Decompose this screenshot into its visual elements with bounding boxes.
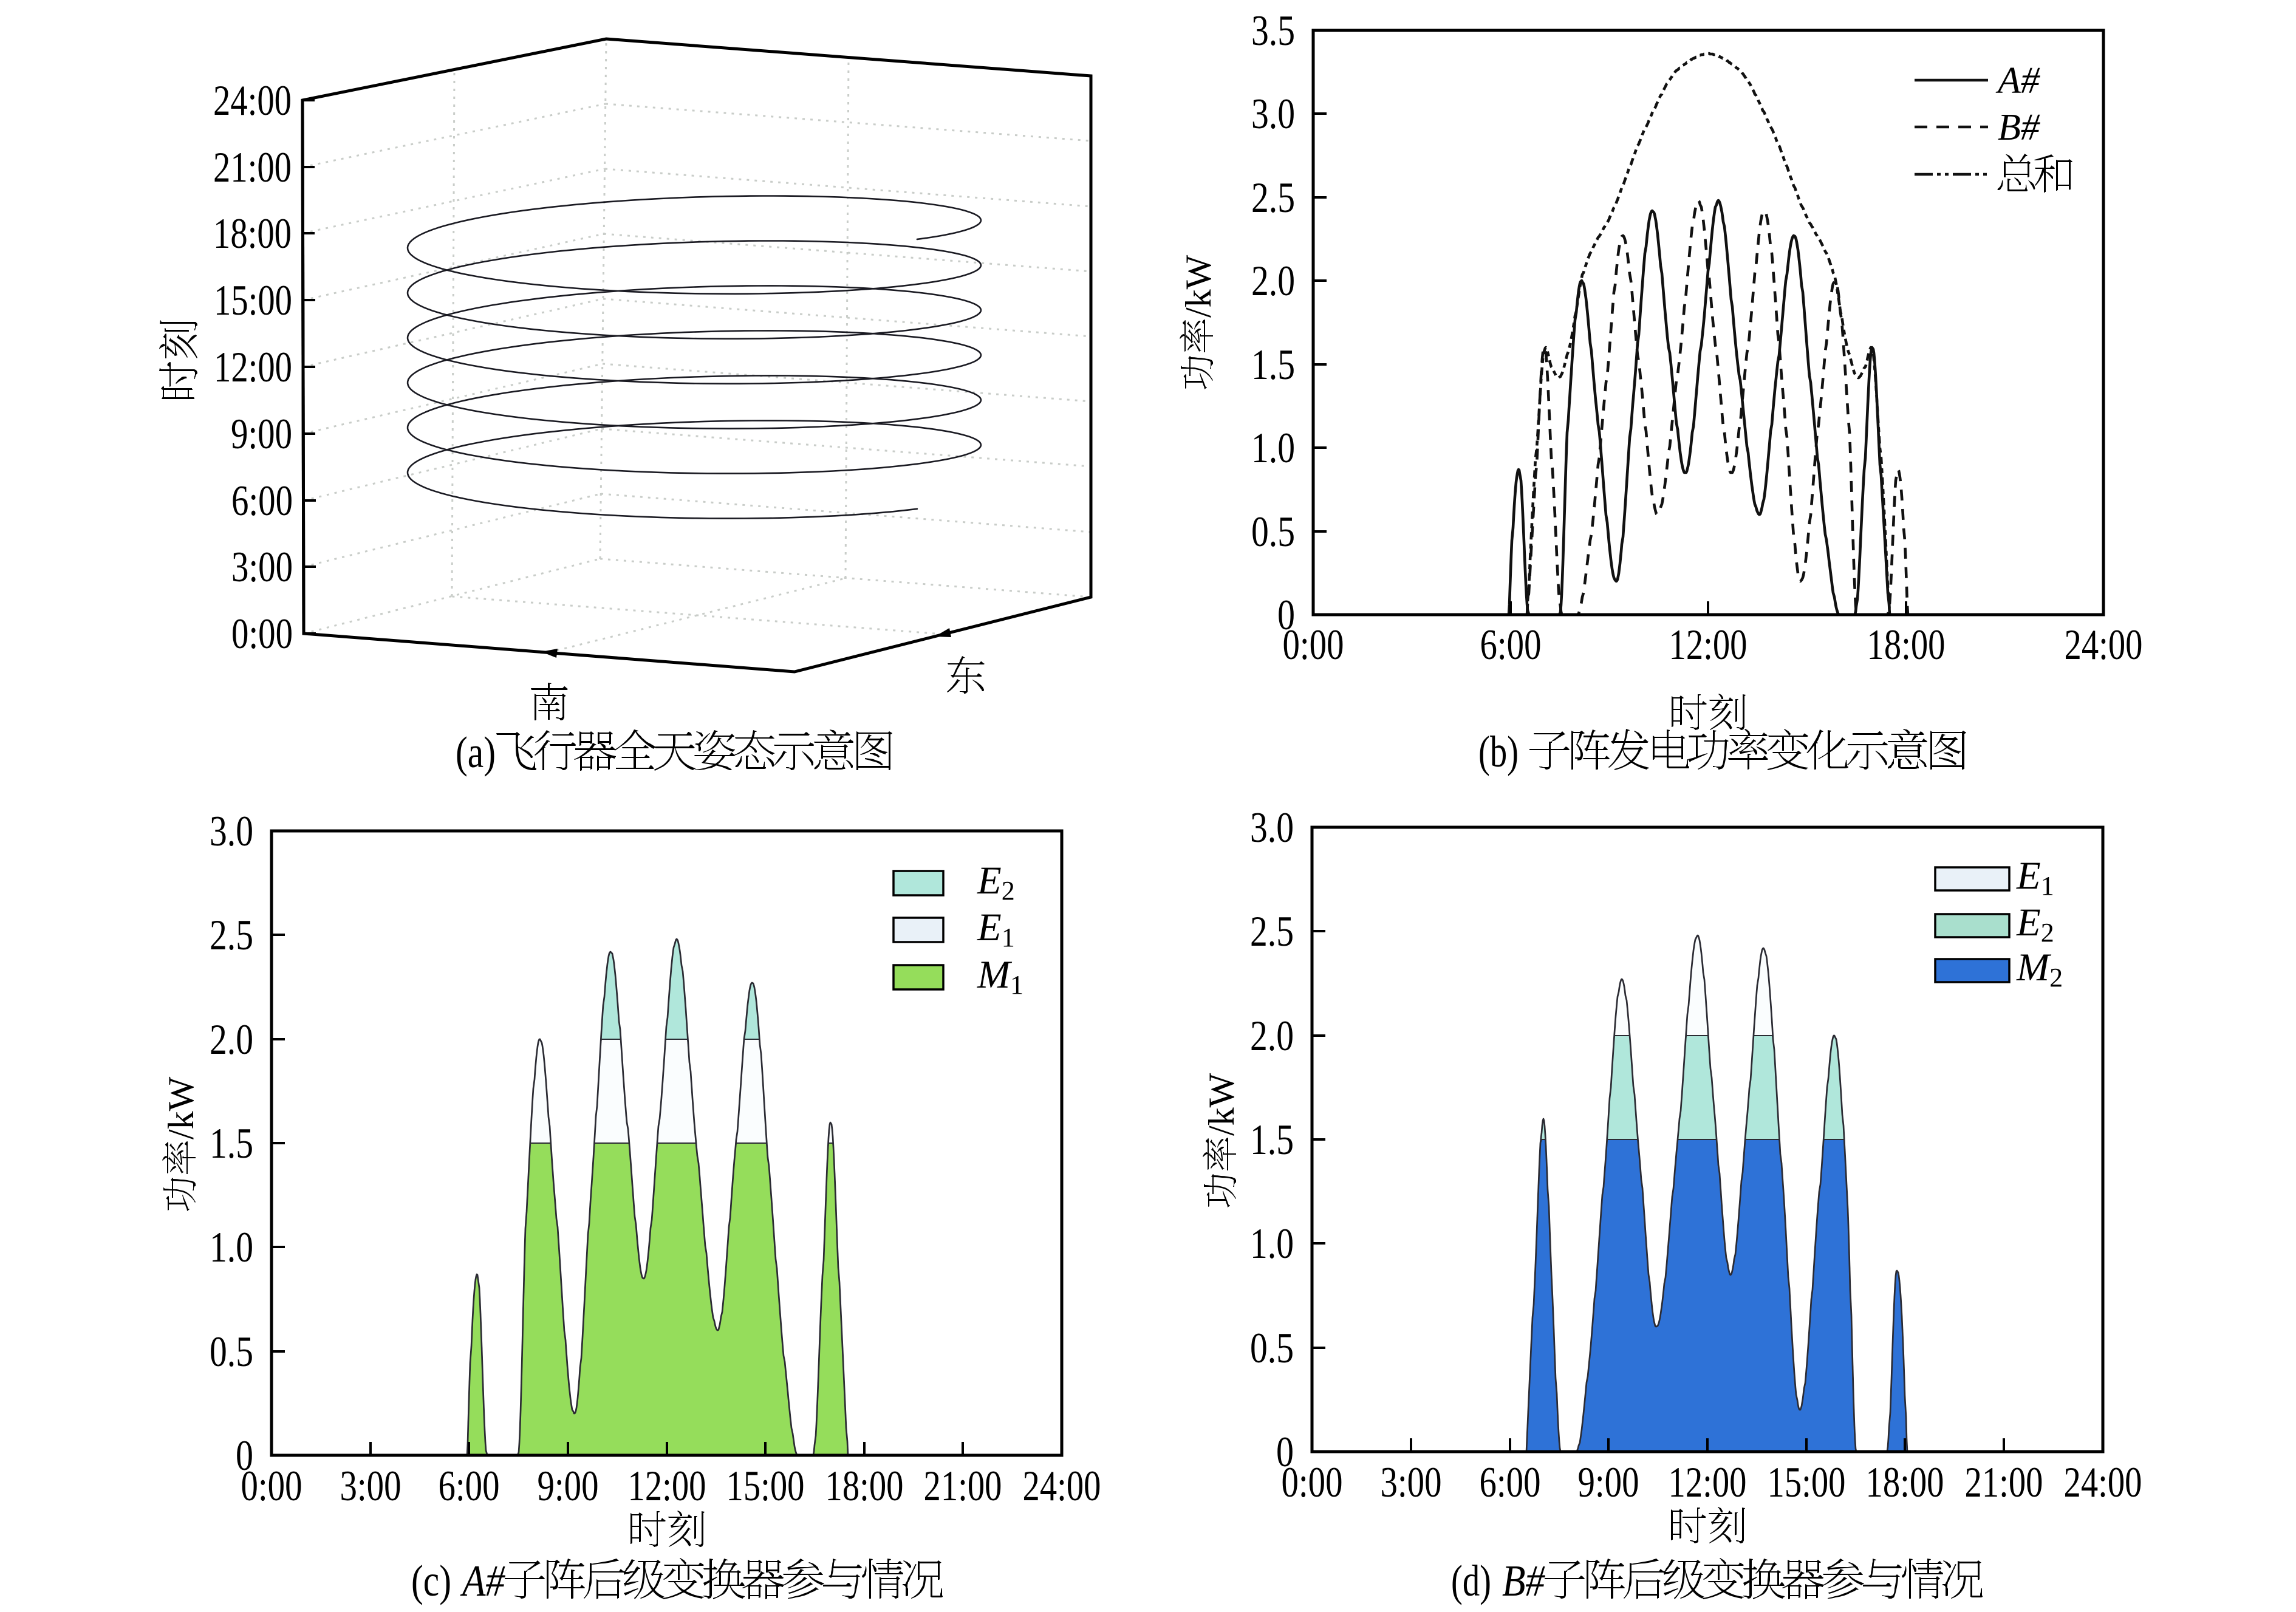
- svg-text:12:00: 12:00: [214, 344, 292, 391]
- svg-text:1.5: 1.5: [1251, 341, 1295, 389]
- svg-text:1.0: 1.0: [1250, 1220, 1294, 1268]
- svg-text:M2: M2: [2016, 946, 2063, 992]
- svg-text:0.5: 0.5: [1251, 508, 1295, 556]
- svg-text:9:00: 9:00: [1578, 1459, 1639, 1506]
- svg-text:15:00: 15:00: [1768, 1459, 1846, 1506]
- svg-text:2.5: 2.5: [210, 912, 253, 959]
- svg-text:1.5: 1.5: [1250, 1116, 1294, 1164]
- svg-text:0: 0: [1276, 1429, 1294, 1476]
- svg-text:3.0: 3.0: [1251, 91, 1295, 138]
- svg-text:6:00: 6:00: [1480, 621, 1542, 669]
- svg-text:2.5: 2.5: [1251, 174, 1295, 222]
- svg-text:24:00: 24:00: [2064, 1459, 2142, 1506]
- svg-text:12:00: 12:00: [628, 1463, 706, 1510]
- svg-text:24:00: 24:00: [213, 77, 292, 125]
- svg-text:B#: B#: [1502, 1556, 1545, 1605]
- svg-text:18:00: 18:00: [1866, 1459, 1944, 1506]
- svg-text:0.5: 0.5: [1250, 1325, 1294, 1372]
- svg-text:21:00: 21:00: [1965, 1459, 2043, 1506]
- svg-text:2.0: 2.0: [210, 1016, 253, 1064]
- svg-text:18:00: 18:00: [825, 1463, 904, 1510]
- svg-text:(a): (a): [456, 728, 496, 777]
- svg-text:0:00: 0:00: [241, 1463, 302, 1510]
- svg-text:(d): (d): [1451, 1556, 1491, 1605]
- svg-text:21:00: 21:00: [924, 1463, 1002, 1510]
- svg-text:0: 0: [1277, 592, 1295, 639]
- svg-text:15:00: 15:00: [726, 1463, 805, 1510]
- svg-text:3:00: 3:00: [1381, 1459, 1442, 1506]
- svg-text:3:00: 3:00: [231, 544, 293, 591]
- svg-text:2.0: 2.0: [1250, 1013, 1294, 1060]
- svg-text:0:00: 0:00: [231, 610, 293, 658]
- svg-text:A#: A#: [1995, 60, 2040, 101]
- svg-text:9:00: 9:00: [231, 411, 292, 458]
- svg-text:18:00: 18:00: [213, 210, 292, 258]
- svg-text:0: 0: [236, 1432, 253, 1480]
- svg-text:0:00: 0:00: [1283, 621, 1344, 669]
- svg-text:(b): (b): [1478, 727, 1519, 776]
- svg-text:18:00: 18:00: [1867, 621, 1946, 669]
- svg-text:1.5: 1.5: [210, 1120, 253, 1167]
- svg-text:12:00: 12:00: [1669, 621, 1748, 669]
- svg-text:1.0: 1.0: [210, 1224, 253, 1271]
- svg-text:B#: B#: [1998, 107, 2040, 148]
- svg-text:3.0: 3.0: [1250, 804, 1294, 852]
- svg-text:21:00: 21:00: [213, 144, 292, 191]
- svg-text:24:00: 24:00: [2065, 621, 2143, 669]
- svg-text:6:00: 6:00: [1480, 1459, 1541, 1506]
- svg-text:2.0: 2.0: [1251, 258, 1295, 305]
- svg-text:3.5: 3.5: [1251, 7, 1295, 55]
- svg-text:6:00: 6:00: [439, 1463, 500, 1510]
- svg-text:/kW: /kW: [161, 1076, 201, 1139]
- svg-text:24:00: 24:00: [1023, 1463, 1101, 1510]
- svg-text:A#: A#: [460, 1556, 506, 1605]
- svg-text:0.5: 0.5: [210, 1328, 253, 1376]
- svg-text:3:00: 3:00: [340, 1463, 401, 1510]
- svg-text:E2: E2: [977, 859, 1015, 906]
- svg-text:/kW: /kW: [1178, 254, 1218, 318]
- svg-text:(c): (c): [411, 1556, 451, 1605]
- svg-text:1.0: 1.0: [1251, 425, 1295, 472]
- svg-text:6:00: 6:00: [231, 477, 293, 525]
- svg-text:15:00: 15:00: [214, 277, 292, 324]
- svg-text:0:00: 0:00: [1282, 1459, 1343, 1506]
- svg-text:/kW: /kW: [1201, 1073, 1242, 1136]
- svg-text:12:00: 12:00: [1669, 1459, 1747, 1506]
- svg-text:2.5: 2.5: [1250, 908, 1294, 955]
- svg-text:9:00: 9:00: [538, 1463, 599, 1510]
- svg-text:3.0: 3.0: [210, 808, 253, 855]
